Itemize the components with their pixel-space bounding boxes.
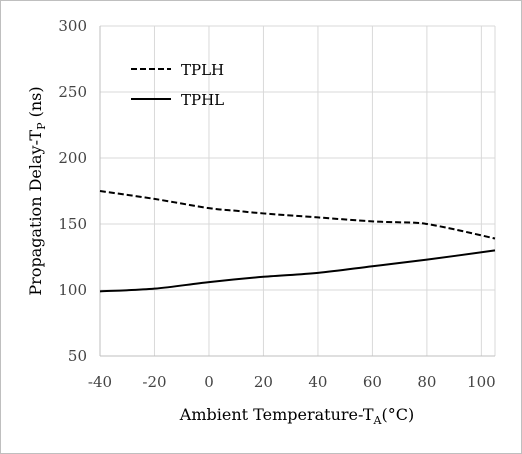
legend-label-tphl: TPHL xyxy=(181,91,224,109)
series-line-tplh xyxy=(99,190,496,240)
series-line-tphl xyxy=(99,249,496,293)
axes xyxy=(99,26,495,357)
y-axis-title: Propagation Delay-TP (ns) xyxy=(26,86,48,295)
legend-label-tplh: TPLH xyxy=(181,61,224,79)
y-tick-label: 250 xyxy=(58,83,87,101)
y-tick-label: 150 xyxy=(58,215,87,233)
x-tick-label: 20 xyxy=(254,373,273,391)
x-tick-label: 100 xyxy=(467,373,496,391)
y-tick-label: 100 xyxy=(58,281,87,299)
y-tick-label: 200 xyxy=(58,149,87,167)
y-tick-label: 300 xyxy=(58,17,87,35)
y-tick-label: 50 xyxy=(68,347,87,365)
legend: TPLH TPHL xyxy=(131,61,224,109)
x-tick-label: -40 xyxy=(88,373,112,391)
gridlines xyxy=(99,25,496,357)
x-axis-title: Ambient Temperature-TA(°C) xyxy=(179,405,414,427)
x-tick-label: 40 xyxy=(308,373,327,391)
tick-labels: 50 100 150 200 250 300 -40 -20 0 20 40 60 80 100 xyxy=(58,17,495,391)
x-tick-label: -20 xyxy=(142,373,166,391)
x-tick-label: 80 xyxy=(417,373,436,391)
x-tick-label: 60 xyxy=(363,373,382,391)
series-lines xyxy=(99,190,496,293)
x-tick-label: 0 xyxy=(204,373,214,391)
